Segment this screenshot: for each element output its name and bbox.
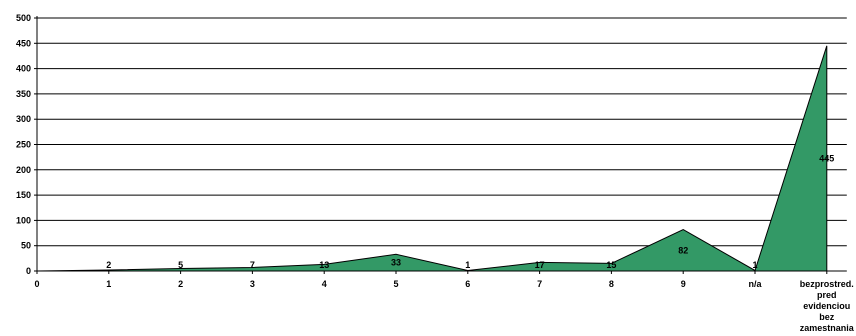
y-tick-label: 300 (16, 114, 31, 124)
y-tick-label: 250 (16, 140, 31, 150)
y-axis-tick-labels: 0 50 100 150 200 250 300 350 400 450 500 (16, 13, 31, 276)
x-tick-label: 6 (465, 279, 470, 289)
axes (34, 16, 847, 274)
x-tick-label: 1 (106, 279, 111, 289)
data-label: 1 (465, 260, 470, 270)
data-label: 33 (391, 258, 401, 268)
y-tick-label: 150 (16, 190, 31, 200)
y-tick-label: 100 (16, 215, 31, 225)
x-tick-label: 4 (322, 279, 327, 289)
y-tick-label: 450 (16, 38, 31, 48)
data-label: 17 (535, 260, 545, 270)
x-axis-tick-labels: 0 1 2 3 4 5 6 7 8 9 n/a bezprostred. pred evidenciou b… (34, 279, 854, 333)
data-label: 2 (106, 260, 111, 270)
data-label: 13 (319, 260, 329, 270)
area-series (36, 45, 828, 272)
y-tick-label: 0 (26, 266, 31, 276)
x-tick-label: 2 (178, 279, 183, 289)
y-tick-label: 500 (16, 13, 31, 23)
x-tick-label: n/a (748, 279, 762, 289)
data-label: 5 (178, 260, 183, 270)
x-tick-label: bezprostred. pred evidenciou bez zamestnania (800, 279, 855, 333)
data-label: 82 (678, 245, 688, 255)
x-tick-label: 9 (681, 279, 686, 289)
data-label: 1 (752, 260, 757, 270)
data-label: 445 (819, 153, 834, 163)
data-label: 15 (606, 260, 616, 270)
y-tick-label: 350 (16, 89, 31, 99)
data-label: 7 (250, 260, 255, 270)
gridlines (37, 17, 847, 247)
x-tick-label: 0 (34, 279, 39, 289)
area-fill (36, 45, 828, 272)
y-tick-label: 50 (21, 241, 31, 251)
data-labels: 2 5 7 13 33 1 17 15 82 1 445 (106, 153, 834, 270)
y-tick-label: 200 (16, 165, 31, 175)
x-tick-label: 5 (393, 279, 398, 289)
y-tick-label: 400 (16, 64, 31, 74)
x-tick-label: 7 (537, 279, 542, 289)
x-tick-label: 8 (609, 279, 614, 289)
x-tick-label: 3 (250, 279, 255, 289)
